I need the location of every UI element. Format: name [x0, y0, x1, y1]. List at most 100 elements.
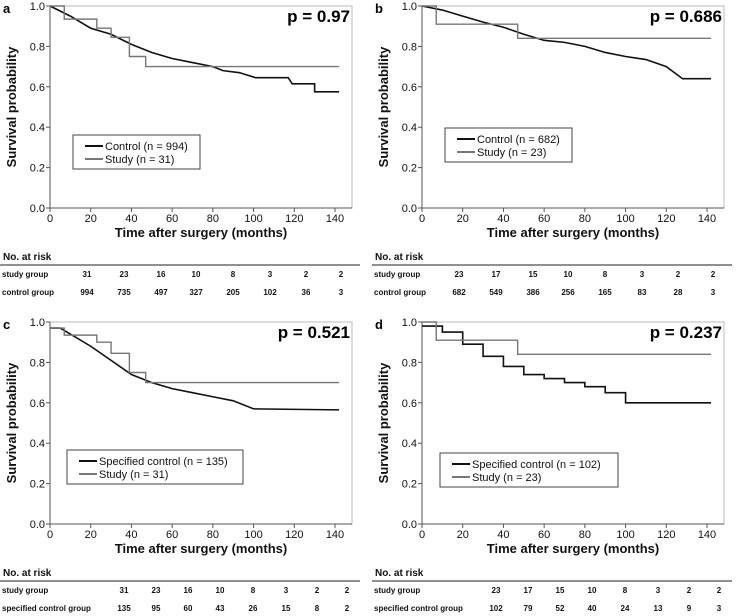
x-tick-label: 0 — [47, 529, 53, 541]
x-tick-label: 0 — [419, 213, 425, 225]
risk-row-label: control group — [374, 288, 426, 297]
x-tick-label: 40 — [497, 213, 509, 225]
risk-table: No. at risk study group 23 17 15 10 8 3 2 2 specif… — [372, 568, 732, 613]
panel-c: 0.0 0.2 0.4 0.6 0.8 1.0 0 20 40 60 80 100 120 140 Time… — [0, 317, 360, 613]
control-curve — [422, 325, 712, 404]
panel-b: 0.0 0.2 0.4 0.6 0.8 1.0 0 20 40 60 80 100 120 140 Time… — [372, 1, 732, 297]
legend-box — [439, 452, 619, 488]
y-tick-label: 0.0 — [30, 203, 45, 215]
panel-letter: c — [3, 317, 10, 332]
risk-table: No. at risk study group 31 23 16 10 8 3 2 2 contro… — [0, 252, 360, 297]
risk-value: 3 — [640, 270, 645, 279]
risk-value: 8 — [623, 586, 628, 595]
x-tick-label: 20 — [457, 213, 469, 225]
risk-value: 83 — [638, 288, 647, 297]
x-tick-label: 0 — [47, 213, 53, 225]
x-tick-label: 120 — [657, 529, 675, 541]
risk-value: 549 — [489, 288, 503, 297]
x-tick-label: 80 — [579, 529, 591, 541]
x-tick-label: 100 — [616, 213, 634, 225]
x-tick-label: 20 — [85, 529, 97, 541]
risk-value: 60 — [184, 604, 193, 613]
risk-value: 52 — [556, 604, 565, 613]
risk-value: 2 — [339, 270, 344, 279]
y-tick-label: 0.8 — [30, 357, 45, 369]
control-curve — [421, 5, 712, 80]
risk-value: 102 — [489, 604, 503, 613]
x-tick-label: 0 — [419, 529, 425, 541]
legend-label: Control (n = 994) — [105, 141, 188, 153]
risk-value: 3 — [268, 270, 273, 279]
y-tick-label: 0.8 — [402, 41, 417, 53]
risk-row-label: study group — [374, 586, 420, 595]
x-axis-title: Time after surgery (months) — [115, 225, 287, 240]
risk-value: 994 — [80, 288, 94, 297]
risk-value: 43 — [216, 604, 225, 613]
risk-value: 3 — [284, 586, 289, 595]
study-curve — [422, 5, 712, 40]
risk-row-label: specified control group — [374, 604, 463, 613]
risk-value: 135 — [117, 604, 131, 613]
y-tick-label: 0.0 — [402, 519, 417, 531]
risk-value: 102 — [263, 288, 277, 297]
legend-label: Study (n = 31) — [105, 154, 174, 166]
legend-label: Specified control (n = 135) — [99, 456, 228, 468]
risk-value: 36 — [302, 288, 311, 297]
risk-row-label: study group — [374, 270, 420, 279]
risk-value: 23 — [120, 270, 129, 279]
risk-value: 15 — [529, 270, 538, 279]
y-axis-title: Survival probability — [4, 362, 19, 483]
risk-value: 3 — [717, 604, 722, 613]
risk-value: 8 — [231, 270, 236, 279]
x-axis-title: Time after surgery (months) — [487, 541, 659, 556]
x-tick-label: 20 — [85, 213, 97, 225]
y-axis-title: Survival probability — [4, 46, 19, 167]
y-tick-label: 0.0 — [30, 519, 45, 531]
risk-value: 497 — [154, 288, 168, 297]
risk-value: 16 — [157, 270, 166, 279]
risk-row-label: specified control group — [2, 604, 91, 613]
x-tick-label: 140 — [698, 213, 716, 225]
legend-box — [66, 449, 244, 485]
y-tick-label: 1.0 — [30, 317, 45, 329]
study-curve — [422, 321, 712, 356]
panel-letter: a — [3, 1, 11, 16]
panel-a: 0.0 0.2 0.4 0.6 0.8 1.0 0 20 40 60 80 100 120 140 Time… — [0, 1, 360, 297]
panel-letter: d — [375, 317, 383, 332]
risk-value: 17 — [492, 270, 501, 279]
y-tick-label: 0.8 — [402, 357, 417, 369]
plot-area — [49, 5, 353, 209]
p-value: p = 0.521 — [278, 323, 350, 342]
legend: Specified control (n = 102)Study (n = 23… — [439, 452, 619, 488]
legend-label: Study (n = 23) — [472, 472, 541, 484]
risk-value: 8 — [603, 270, 608, 279]
risk-value: 2 — [315, 586, 320, 595]
x-tick-label: 80 — [207, 213, 219, 225]
risk-value: 2 — [345, 586, 350, 595]
risk-value: 2 — [345, 604, 350, 613]
risk-value: 2 — [717, 586, 722, 595]
study-curve — [50, 5, 340, 68]
risk-table-title: No. at risk — [3, 568, 52, 579]
risk-value: 28 — [674, 288, 683, 297]
y-tick-label: 1.0 — [30, 1, 45, 13]
risk-value: 165 — [598, 288, 612, 297]
legend-box — [72, 134, 201, 170]
risk-value: 735 — [117, 288, 131, 297]
y-axis-title: Survival probability — [376, 362, 391, 483]
legend-label: Study (n = 23) — [477, 147, 546, 159]
y-tick-label: 0.6 — [30, 82, 45, 94]
x-tick-label: 60 — [538, 529, 550, 541]
y-tick-label: 0.6 — [402, 398, 417, 410]
plot-area — [421, 5, 725, 209]
legend-label: Specified control (n = 102) — [472, 459, 601, 471]
x-tick-label: 120 — [285, 529, 303, 541]
risk-value: 31 — [83, 270, 92, 279]
plot-area — [49, 321, 353, 525]
risk-row-label: control group — [2, 288, 54, 297]
risk-value: 15 — [556, 586, 565, 595]
x-axis-title: Time after surgery (months) — [487, 225, 659, 240]
risk-value: 9 — [687, 604, 692, 613]
risk-value: 8 — [251, 586, 256, 595]
